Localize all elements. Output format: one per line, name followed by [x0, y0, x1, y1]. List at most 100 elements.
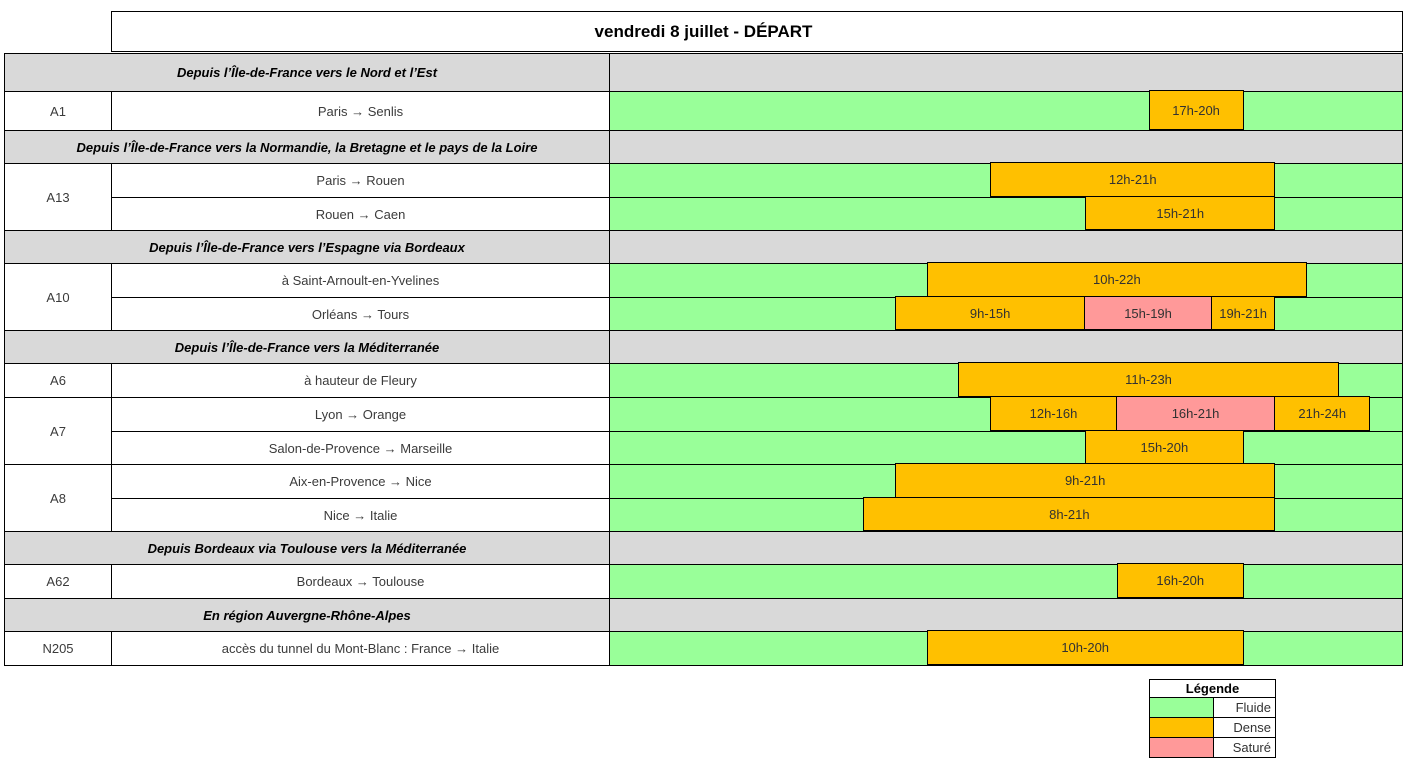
- road-label: A62: [46, 574, 70, 589]
- route-label: à hauteur de Fleury: [304, 373, 417, 388]
- section-header-extension: [610, 331, 1402, 363]
- road-cell: A7: [5, 398, 112, 464]
- route-row: Rouen → Caen 15h-21h: [112, 196, 1402, 230]
- route-label: Lyon → Orange: [314, 407, 407, 422]
- route-cell: accès du tunnel du Mont-Blanc : France →…: [112, 632, 610, 665]
- timeline-track: 8h-21h: [610, 497, 1402, 531]
- timeline-track: 11h-23h: [610, 362, 1402, 397]
- bar-label: 21h-24h: [1298, 406, 1347, 421]
- legend-row: Fluide: [1149, 698, 1276, 718]
- route-label: Nice → Italie: [323, 507, 398, 523]
- route-label: Aix-en-Provence → Nice: [289, 474, 432, 489]
- road-cell: A10: [5, 264, 112, 330]
- road-cell: A13: [5, 164, 112, 230]
- road-label: A13: [46, 189, 70, 205]
- traffic-bar: 16h-21h: [1116, 396, 1276, 431]
- road-cell: A1: [5, 92, 112, 130]
- section-header-row: Depuis l’Île-de-France vers l’Espagne vi…: [5, 230, 1402, 263]
- section-header-label: Depuis l’Île-de-France vers le Nord et l…: [176, 65, 438, 80]
- section-header-cell: Depuis l’Île-de-France vers la Normandie…: [5, 131, 610, 163]
- section-header-cell: Depuis l’Île-de-France vers le Nord et l…: [5, 54, 610, 91]
- traffic-bar: 16h-20h: [1116, 563, 1244, 598]
- section-header-extension: [610, 231, 1402, 263]
- route-row: Salon-de-Provence → Marseille 15h-20h: [112, 430, 1402, 464]
- timeline-track: 15h-20h: [610, 430, 1402, 464]
- route-cell: à Saint-Arnoult-en-Yvelines: [112, 264, 610, 297]
- page-title: vendredi 8 juillet - DÉPART: [594, 21, 813, 41]
- section-header-label: En région Auvergne-Rhône-Alpes: [203, 607, 411, 623]
- legend-swatch: [1150, 698, 1214, 717]
- traffic-bar: 17h-20h: [1148, 90, 1244, 130]
- route-row: Orléans → Tours 9h-15h 15h-19h 19h-21h: [112, 296, 1402, 330]
- route-cell: Bordeaux → Toulouse: [112, 565, 610, 598]
- legend-row: Saturé: [1149, 738, 1276, 758]
- road-cell: A6: [5, 364, 112, 397]
- bar-label: 17h-20h: [1172, 102, 1220, 118]
- road-label: A6: [50, 373, 66, 388]
- road-group-body: Paris → Senlis 17h-20h: [112, 90, 1402, 130]
- road-cell: A62: [5, 565, 112, 598]
- timeline-track: 16h-20h: [610, 563, 1402, 598]
- road-label: A7: [50, 423, 66, 439]
- legend-rows: Fluide Dense Saturé: [1149, 698, 1276, 758]
- route-label: Orléans → Tours: [311, 306, 410, 322]
- route-label: accès du tunnel du Mont-Blanc : France →…: [221, 641, 500, 656]
- route-label: Paris → Senlis: [317, 103, 404, 119]
- road-label: A1: [50, 103, 66, 119]
- section-header-cell: Depuis Bordeaux via Toulouse vers la Méd…: [5, 532, 610, 564]
- timeline-track: 10h-22h: [610, 262, 1402, 297]
- timeline-track: 12h-21h: [610, 162, 1402, 197]
- route-label: Bordeaux → Toulouse: [296, 574, 425, 589]
- traffic-bar: 8h-21h: [863, 497, 1276, 531]
- bar-label: 16h-20h: [1156, 573, 1205, 588]
- traffic-bar: 9h-21h: [895, 463, 1276, 498]
- section-header-label: Depuis l’Île-de-France vers l’Espagne vi…: [149, 239, 465, 255]
- section-header-row: Depuis l’Île-de-France vers la Méditerra…: [5, 330, 1402, 363]
- route-row: Paris → Rouen 12h-21h: [112, 162, 1402, 197]
- route-cell: Salon-de-Provence → Marseille: [112, 432, 610, 464]
- route-cell: à hauteur de Fleury: [112, 364, 610, 397]
- bar-label: 10h-20h: [1061, 640, 1110, 655]
- traffic-bar: 12h-16h: [990, 396, 1117, 431]
- road-group-body: Lyon → Orange 12h-16h 16h-21h 21h-24h Salon-…: [112, 396, 1402, 464]
- traffic-bar: 12h-21h: [990, 162, 1276, 197]
- bar-label: 16h-21h: [1171, 406, 1220, 421]
- section-header-extension: [610, 599, 1402, 631]
- route-row: Paris → Senlis 17h-20h: [112, 90, 1402, 130]
- legend-label: Saturé: [1232, 740, 1271, 755]
- route-cell: Lyon → Orange: [112, 398, 610, 431]
- road-group: A8 Aix-en-Provence → Nice 9h-21h Nice → Ita…: [5, 463, 1402, 531]
- timeline-track: 15h-21h: [610, 196, 1402, 230]
- route-row: à Saint-Arnoult-en-Yvelines 10h-22h: [112, 262, 1402, 297]
- section-header-cell: En région Auvergne-Rhône-Alpes: [5, 599, 610, 631]
- route-label: Rouen → Caen: [315, 206, 406, 222]
- traffic-bar: 19h-21h: [1211, 296, 1276, 330]
- bar-label: 10h-22h: [1093, 272, 1141, 287]
- route-cell: Paris → Senlis: [112, 92, 610, 130]
- legend-label: Dense: [1233, 720, 1271, 735]
- section-header-row: En région Auvergne-Rhône-Alpes: [5, 598, 1402, 631]
- legend-title: Légende: [1149, 679, 1276, 698]
- legend-label: Fluide: [1235, 700, 1271, 715]
- traffic-bar: 21h-24h: [1275, 396, 1371, 431]
- traffic-bar: 9h-15h: [895, 296, 1086, 330]
- road-group-body: Paris → Rouen 12h-21h Rouen → Caen 15h-21h: [112, 162, 1402, 230]
- traffic-bar: 15h-20h: [1085, 430, 1244, 464]
- road-group-body: accès du tunnel du Mont-Blanc : France →…: [112, 630, 1402, 665]
- bar-label: 11h-23h: [1125, 372, 1172, 387]
- road-cell: A8: [5, 465, 112, 531]
- route-row: à hauteur de Fleury 11h-23h: [112, 362, 1402, 397]
- bar-label: 12h-16h: [1029, 406, 1078, 421]
- bar-label: 15h-21h: [1156, 205, 1205, 221]
- section-header-extension: [610, 54, 1402, 91]
- road-group-body: Bordeaux → Toulouse 16h-20h: [112, 563, 1402, 598]
- section-header-extension: [610, 532, 1402, 564]
- road-group-body: à Saint-Arnoult-en-Yvelines 10h-22h Orléan…: [112, 262, 1402, 330]
- section-header-row: Depuis Bordeaux via Toulouse vers la Méd…: [5, 531, 1402, 564]
- bar-label: 12h-21h: [1108, 172, 1157, 187]
- road-label: A10: [46, 289, 70, 305]
- section-header-row: Depuis l’Île-de-France vers la Normandie…: [5, 130, 1402, 163]
- route-cell: Aix-en-Provence → Nice: [112, 465, 610, 498]
- road-cell: N205: [5, 632, 112, 665]
- section-header-label: Depuis Bordeaux via Toulouse vers la Méd…: [147, 540, 467, 556]
